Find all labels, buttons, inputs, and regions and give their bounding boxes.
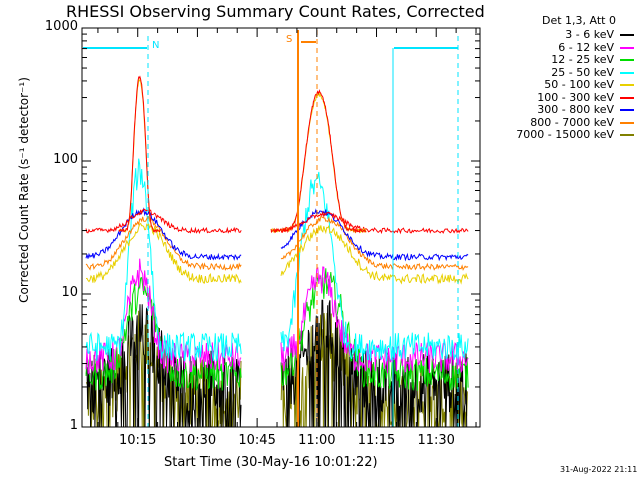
legend-entry: 25 - 50 keV	[484, 66, 636, 79]
flare-peak-1-red	[118, 75, 161, 234]
legend-label: 800 - 7000 keV	[530, 115, 614, 129]
x-tick-label: 11:30	[417, 433, 455, 448]
legend-entry: 7000 - 15000 keV	[484, 128, 636, 141]
series-line-25-50keV	[85, 158, 469, 362]
legend-header: Det 1,3, Att 0	[542, 14, 616, 27]
legend-label: 50 - 100 keV	[544, 78, 614, 91]
legend: Det 1,3, Att 0 3 - 6 keV 6 - 12 keV 12 - 2…	[484, 14, 636, 141]
x-tick-label: 11:00	[298, 433, 336, 448]
legend-entry: 800 - 7000 keV	[484, 116, 636, 129]
legend-label: 300 - 800 keV	[537, 103, 614, 116]
flag-s-label: S	[286, 34, 293, 45]
series-line-100-300keV	[85, 208, 469, 235]
legend-label: 6 - 12 keV	[558, 40, 614, 54]
legend-swatch	[620, 121, 634, 124]
flare-peak-2-red	[270, 89, 367, 234]
y-tick-label: 10	[61, 285, 78, 300]
legend-label: 25 - 50 keV	[551, 65, 614, 79]
x-tick-label: 10:45	[238, 433, 276, 448]
legend-swatch	[620, 109, 634, 111]
series-line-50-100keV	[85, 222, 469, 285]
y-tick-label: 100	[53, 152, 78, 167]
x-tick-label: 10:30	[178, 433, 217, 448]
legend-entry: 6 - 12 keV	[484, 41, 636, 54]
legend-swatch	[620, 84, 634, 86]
flare-peak-1-yellow	[118, 78, 161, 234]
legend-entry: 300 - 800 keV	[484, 103, 636, 116]
y-axis-title: Corrected Count Rate (s⁻¹ detector⁻¹)	[17, 77, 31, 303]
y-tick-label: 1000	[44, 19, 78, 34]
legend-label: 3 - 6 keV	[565, 28, 614, 41]
legend-swatch	[620, 59, 634, 61]
legend-label: 12 - 25 keV	[551, 53, 614, 66]
plot-timestamp: 31-Aug-2022 21:11	[560, 465, 638, 474]
flag-n-label: N	[152, 40, 160, 51]
series-line-800-7000keV	[85, 215, 469, 271]
legend-swatch	[620, 34, 634, 36]
legend-swatch	[620, 71, 634, 74]
legend-label: 7000 - 15000 keV	[516, 128, 614, 141]
x-tick-label: 11:15	[357, 433, 396, 448]
legend-swatch	[620, 96, 634, 99]
legend-swatch	[620, 134, 634, 136]
flare-peak-2-yellow	[270, 91, 367, 234]
series-line-300-800keV	[85, 207, 469, 262]
x-tick-label: 10:15	[118, 433, 157, 448]
y-tick-label: 1	[69, 418, 78, 433]
legend-entry: 12 - 25 keV	[484, 53, 636, 66]
legend-entry: 3 - 6 keV	[484, 28, 636, 41]
legend-entry: 50 - 100 keV	[484, 78, 636, 91]
plot-frame	[81, 27, 481, 428]
legend-label: 100 - 300 keV	[537, 90, 614, 104]
legend-swatch	[620, 46, 634, 49]
chart-title: RHESSI Observing Summary Count Rates, Co…	[66, 2, 485, 21]
legend-entry: 100 - 300 keV	[484, 91, 636, 104]
x-axis-title: Start Time (30-May-16 10:01:22)	[164, 455, 378, 470]
